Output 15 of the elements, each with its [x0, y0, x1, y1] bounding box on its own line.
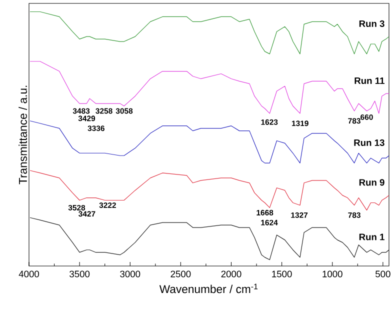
- x-tick-label: 1500: [272, 270, 292, 278]
- x-tick-label: 3500: [70, 270, 90, 278]
- x-axis-title: Wavenumber / cm$^{-1}$: [159, 284, 258, 294]
- x-tick-label: 2000: [221, 270, 242, 278]
- series-label: Run 11: [354, 78, 384, 84]
- x-tick-label: 4000: [18, 270, 40, 278]
- series-label: Run 1: [359, 234, 384, 240]
- series-label: Run 9: [359, 179, 384, 186]
- x-tick-label: 2500: [170, 270, 191, 278]
- series-label: Run 3: [359, 20, 384, 27]
- x-tick-label: 1000: [322, 270, 342, 278]
- x-tick-label: 500: [376, 270, 390, 278]
- series-label: Run 13: [354, 139, 384, 146]
- y-axis-title: Transmittance / a.u.: [18, 86, 27, 184]
- x-tick-label: 3000: [120, 270, 140, 278]
